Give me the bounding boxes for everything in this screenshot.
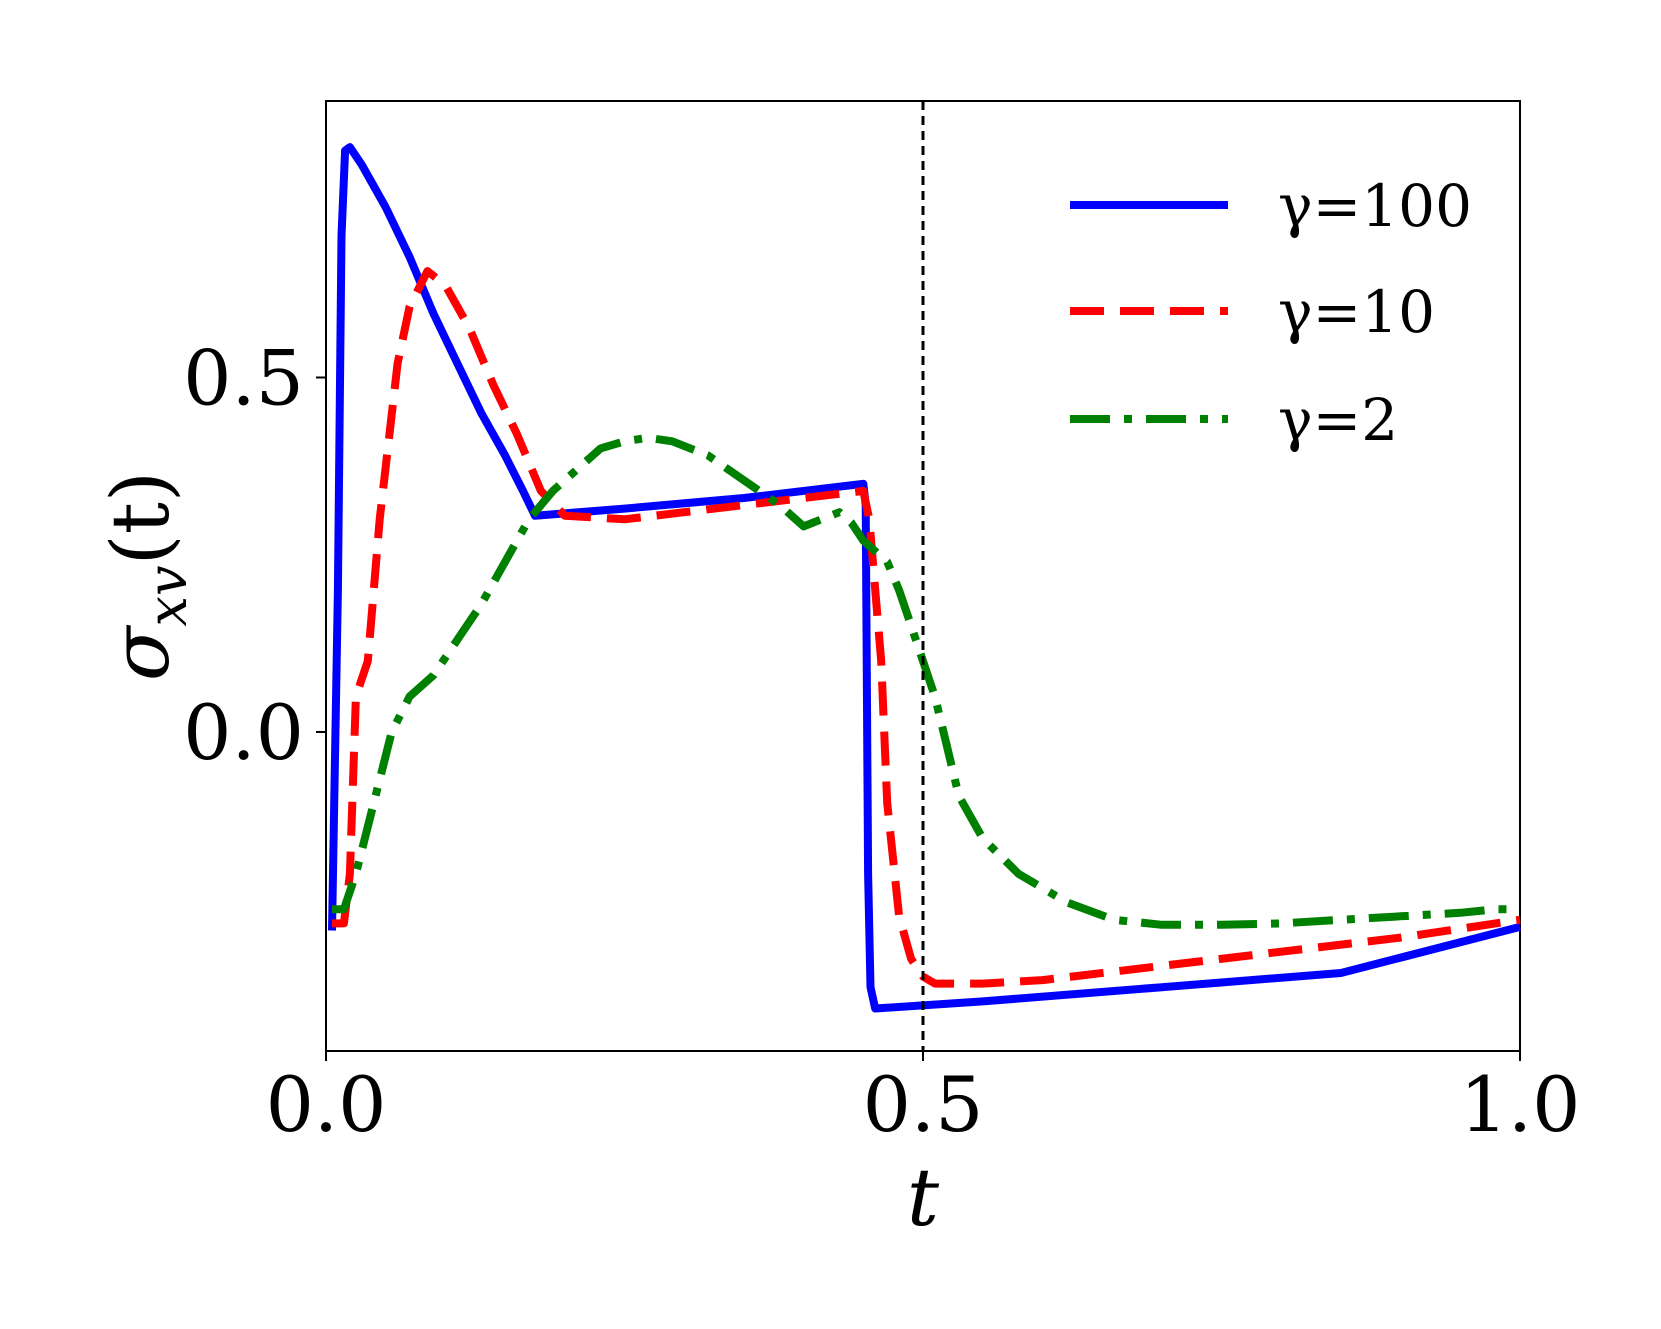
svg-text:σxv(t): σxv(t): [94, 471, 199, 681]
legend-label-gamma-10: γ=10: [1278, 278, 1435, 346]
legend-label-gamma-2: γ=2: [1278, 386, 1398, 454]
legend-label-gamma-100: γ=100: [1278, 172, 1472, 240]
x-tick-label: 1.0: [1460, 1060, 1581, 1149]
series-line-gamma-100: [328, 143, 1521, 1013]
x-axis-label: t: [907, 1151, 940, 1244]
y-axis-label: σxv(t): [94, 471, 199, 681]
series-line-gamma-2: [332, 433, 1520, 929]
y-axis-label-sub: xv: [136, 566, 199, 627]
y-tick-label: 0.5: [183, 333, 304, 422]
ticks-group: 0.0 0.5 1.0 0.0 0.5: [183, 333, 1580, 1149]
series-line-gamma-10: [332, 267, 1521, 988]
legend: γ=100 γ=10 γ=2: [1070, 172, 1472, 454]
y-tick-label: 0.0: [183, 688, 304, 777]
x-tick-label: 0.5: [863, 1060, 984, 1149]
y-axis-label-main: σ: [94, 624, 187, 681]
series-group: [328, 143, 1521, 1013]
y-axis-label-arg: (t): [94, 471, 187, 566]
x-tick-label: 0.0: [266, 1060, 387, 1149]
